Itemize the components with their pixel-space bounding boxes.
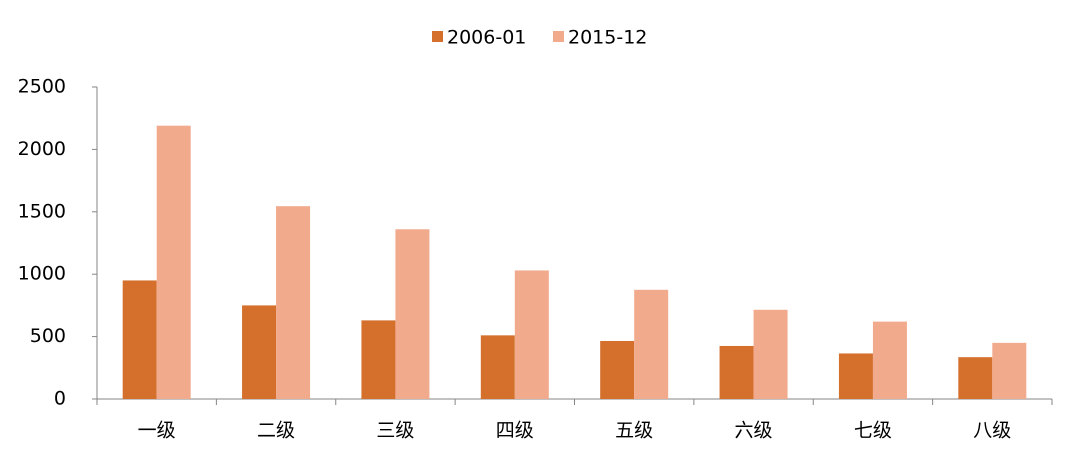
bar	[753, 309, 788, 399]
bar	[242, 305, 277, 399]
legend-label: 2015-12	[568, 27, 647, 49]
x-tick-label: 八级	[973, 420, 1011, 442]
legend-swatch	[553, 31, 564, 42]
bar	[838, 353, 873, 399]
legend-swatch	[432, 31, 443, 42]
x-tick-label: 四级	[496, 420, 534, 442]
legend-label: 2006-01	[447, 27, 526, 49]
bar	[514, 270, 549, 399]
bar	[480, 335, 515, 399]
x-tick-label: 二级	[257, 420, 295, 442]
y-tick-label: 500	[30, 325, 66, 347]
bar	[156, 125, 191, 400]
bar	[872, 321, 907, 399]
y-tick-label: 1000	[18, 263, 66, 285]
y-tick-label: 1500	[18, 200, 66, 222]
x-tick-label: 七级	[854, 420, 892, 442]
y-tick-label: 2500	[18, 76, 66, 98]
bar	[276, 206, 311, 399]
x-tick-label: 六级	[735, 420, 773, 442]
y-tick-label: 2000	[18, 138, 66, 160]
bar	[395, 229, 430, 399]
y-tick-label: 0	[54, 388, 66, 410]
bar	[719, 345, 754, 399]
x-tick-label: 三级	[376, 420, 414, 442]
bar	[958, 357, 993, 399]
bar	[361, 320, 396, 399]
x-tick-label: 一级	[138, 420, 176, 442]
bar	[122, 280, 157, 399]
x-tick-label: 五级	[615, 420, 653, 442]
bar	[634, 289, 669, 399]
bar	[992, 342, 1027, 399]
bar	[600, 340, 635, 399]
